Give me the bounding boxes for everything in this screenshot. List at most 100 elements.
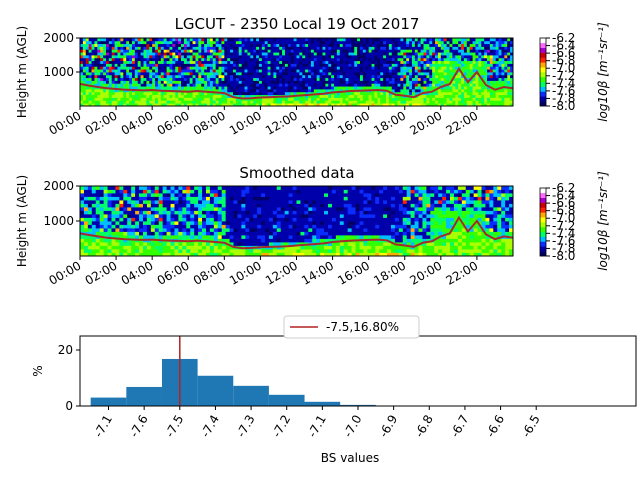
heatmap-cell xyxy=(241,197,245,201)
heatmap-cell xyxy=(103,72,106,75)
heatmap-cell xyxy=(297,186,301,190)
heatmap-cell xyxy=(337,83,340,86)
heatmap-cell xyxy=(282,89,285,92)
heatmap-cell xyxy=(175,86,178,89)
heatmap-cell xyxy=(195,78,198,81)
heatmap-cell xyxy=(320,190,324,194)
heatmap-cell xyxy=(289,249,293,253)
heatmap-cell xyxy=(206,214,210,218)
heatmap-cell xyxy=(202,235,206,239)
heatmap-cell xyxy=(473,95,476,98)
heatmap-cell xyxy=(467,89,470,92)
heatmap-cell xyxy=(412,58,415,61)
heatmap-cell xyxy=(458,95,461,98)
heatmap-cell xyxy=(332,214,336,218)
heatmap-cell xyxy=(496,81,499,84)
heatmap-cell xyxy=(392,72,395,75)
heatmap-cell xyxy=(164,55,167,58)
heatmap-cell xyxy=(261,186,265,190)
heatmap-cell xyxy=(152,86,155,89)
heatmap-cell xyxy=(424,44,427,47)
heatmap-cell xyxy=(297,58,300,61)
heatmap-cell xyxy=(159,204,163,208)
heatmap-cell xyxy=(210,44,213,47)
heatmap-cell xyxy=(100,218,104,222)
heatmap-cell xyxy=(164,98,167,101)
heatmap-cell xyxy=(455,58,458,61)
heatmap-cell xyxy=(435,72,438,75)
heatmap-cell xyxy=(501,55,504,58)
heatmap-cell xyxy=(259,41,262,44)
heatmap-cell xyxy=(181,61,184,64)
heatmap-cell xyxy=(377,61,380,64)
heatmap-cell xyxy=(271,44,274,47)
heatmap-cell xyxy=(424,98,427,101)
heatmap-cell xyxy=(202,225,206,229)
heatmap-cell xyxy=(340,249,344,253)
heatmap-cell xyxy=(161,49,164,52)
heatmap-cell xyxy=(308,221,312,225)
heatmap-cell xyxy=(206,207,210,211)
heatmap-cell xyxy=(210,66,213,69)
heatmap-cell xyxy=(127,186,131,190)
heatmap-cell xyxy=(377,83,380,86)
heatmap-cell xyxy=(332,211,336,215)
heatmap-cell xyxy=(184,52,187,55)
heatmap-cell xyxy=(100,81,103,84)
heatmap-cell xyxy=(279,55,282,58)
heatmap-cell xyxy=(369,83,372,86)
heatmap-cell xyxy=(291,64,294,67)
heatmap-cell xyxy=(158,44,161,47)
heatmap-cell xyxy=(331,98,334,101)
heatmap-cell xyxy=(210,190,214,194)
heatmap-cell xyxy=(182,197,186,201)
heatmap-cell xyxy=(269,218,273,222)
heatmap-cell xyxy=(369,81,372,84)
heatmap-cell xyxy=(297,47,300,50)
heatmap-cell xyxy=(438,61,441,64)
heatmap-cell xyxy=(312,228,316,232)
heatmap-cell xyxy=(250,49,253,52)
heatmap-cell xyxy=(100,72,103,75)
heatmap-cell xyxy=(126,66,129,69)
heatmap-cell xyxy=(312,197,316,201)
heatmap-cell xyxy=(111,204,115,208)
heatmap-cell xyxy=(123,249,127,253)
heatmap-cell xyxy=(207,66,210,69)
heatmap-cell xyxy=(104,197,108,201)
heatmap-cell xyxy=(250,52,253,55)
heatmap-cell xyxy=(351,72,354,75)
heatmap-cell xyxy=(198,190,202,194)
heatmap-cell xyxy=(317,66,320,69)
heatmap-cell xyxy=(304,193,308,197)
heatmap-cell xyxy=(279,98,282,101)
colorbar-segment xyxy=(540,62,546,67)
heatmap-cell xyxy=(470,95,473,98)
heatmap-cell xyxy=(92,52,95,55)
heatmap-cell xyxy=(147,190,151,194)
heatmap-cell xyxy=(178,86,181,89)
heatmap-cell xyxy=(289,204,293,208)
heatmap-cell xyxy=(276,89,279,92)
heatmap-cell xyxy=(206,246,210,250)
heatmap-cell xyxy=(305,100,308,103)
heatmap-cell xyxy=(129,78,132,81)
heatmap-cell xyxy=(383,44,386,47)
heatmap-cell xyxy=(305,64,308,67)
heatmap-cell xyxy=(106,98,109,101)
heatmap-cell xyxy=(135,95,138,98)
heatmap-cell xyxy=(354,92,357,95)
heatmap-cell xyxy=(89,98,92,101)
heatmap-cell xyxy=(282,72,285,75)
heatmap-cell xyxy=(363,61,366,64)
heatmap-cell xyxy=(126,58,129,61)
heatmap-cell xyxy=(452,58,455,61)
heatmap-cell xyxy=(198,221,202,225)
heatmap-cell xyxy=(273,81,276,84)
heatmap-cell xyxy=(198,228,202,232)
heatmap-cell xyxy=(487,61,490,64)
heatmap-cell xyxy=(273,89,276,92)
heatmap-cell xyxy=(115,72,118,75)
heatmap-cell xyxy=(219,95,222,98)
heatmap-cell xyxy=(94,64,97,67)
